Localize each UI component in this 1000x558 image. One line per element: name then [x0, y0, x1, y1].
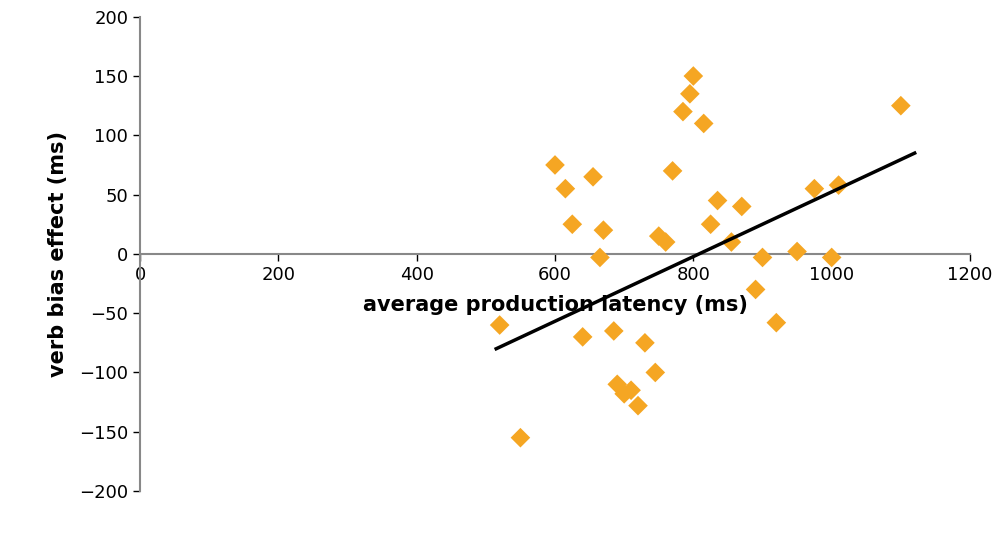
Point	[616, 389, 632, 398]
Point	[682, 89, 698, 98]
Point	[710, 196, 726, 205]
Point	[768, 318, 784, 327]
X-axis label: average production latency (ms): average production latency (ms)	[363, 295, 747, 315]
Point	[592, 253, 608, 262]
Point	[685, 71, 701, 80]
Point	[637, 338, 653, 347]
Point	[734, 202, 750, 211]
Point	[492, 320, 508, 329]
Point	[723, 238, 739, 247]
Point	[557, 184, 573, 193]
Point	[595, 225, 611, 234]
Point	[831, 181, 847, 190]
Point	[755, 253, 771, 262]
Point	[623, 386, 639, 395]
Point	[824, 253, 840, 262]
Point	[512, 433, 528, 442]
Point	[575, 333, 591, 341]
Point	[748, 285, 764, 294]
Point	[696, 119, 712, 128]
Point	[647, 368, 663, 377]
Point	[630, 401, 646, 410]
Point	[665, 166, 681, 175]
Y-axis label: verb bias effect (ms): verb bias effect (ms)	[48, 131, 68, 377]
Point	[585, 172, 601, 181]
Point	[606, 326, 622, 335]
Point	[547, 161, 563, 170]
Point	[675, 107, 691, 116]
Point	[564, 220, 580, 229]
Point	[789, 247, 805, 256]
Point	[806, 184, 822, 193]
Point	[893, 101, 909, 110]
Point	[703, 220, 719, 229]
Point	[658, 238, 674, 247]
Point	[609, 380, 625, 389]
Point	[651, 232, 667, 240]
